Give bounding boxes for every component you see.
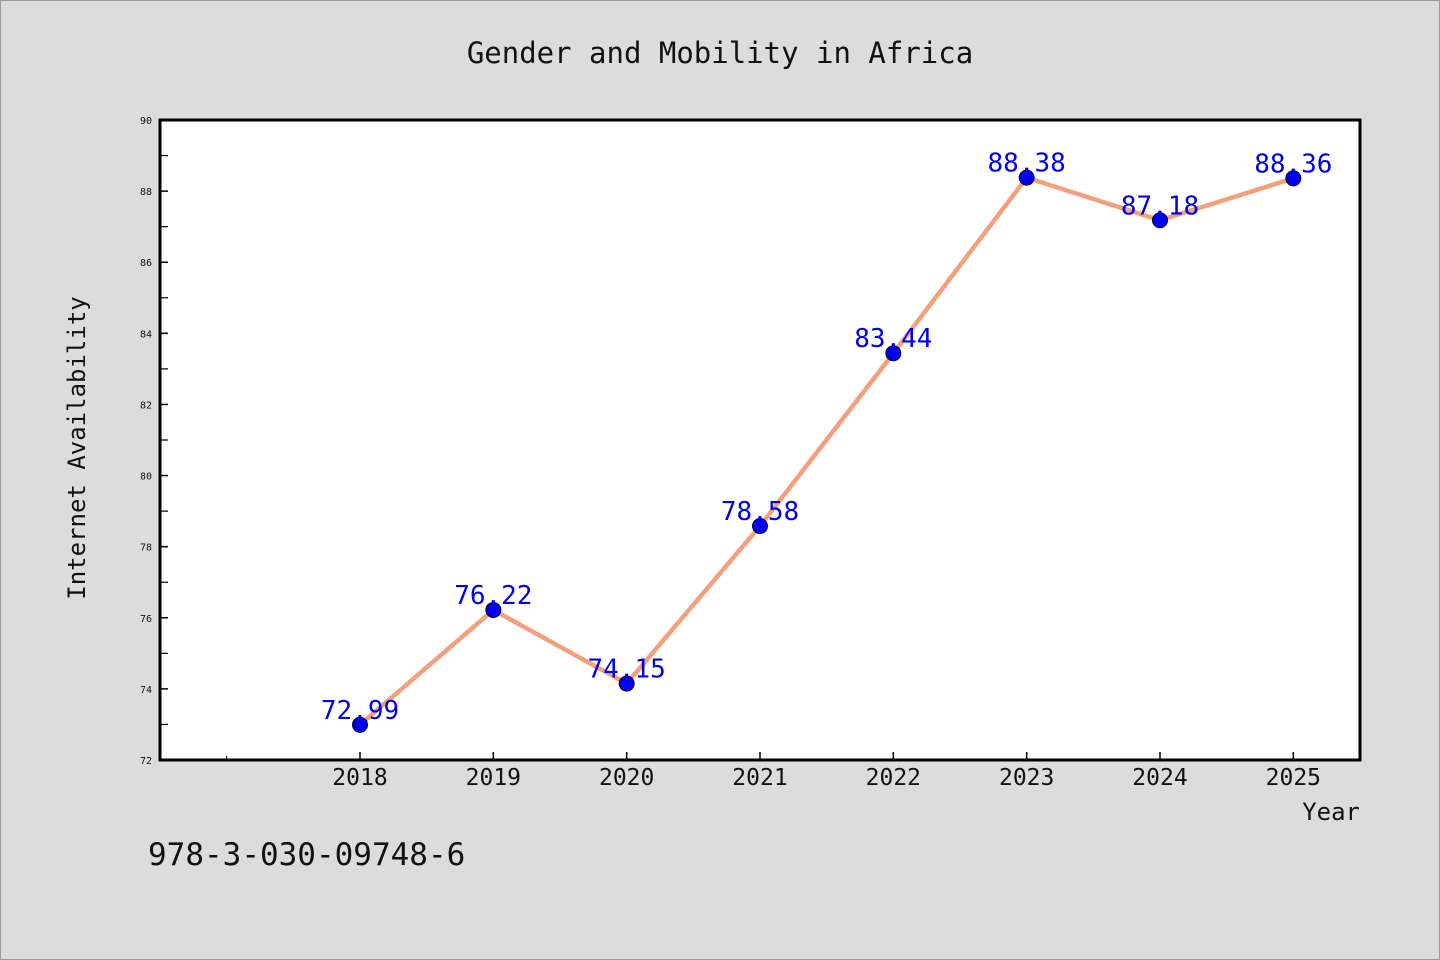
- y-tick-label: 76: [140, 614, 152, 625]
- data-point: [885, 345, 902, 362]
- data-label: 78.58: [721, 497, 799, 527]
- y-tick-label: 80: [140, 472, 152, 483]
- data-label: 74.15: [588, 655, 666, 685]
- data-label: 76.22: [454, 581, 532, 611]
- y-tick-label: 88: [140, 187, 152, 198]
- footer-isbn: 978-3-030-09748-6: [148, 837, 465, 873]
- x-tick-label: 2018: [332, 765, 387, 791]
- y-axis-title: Internet Availability: [63, 296, 91, 599]
- y-tick-label: 82: [140, 400, 152, 411]
- data-point: [752, 518, 768, 535]
- y-axis: 72 74 76 78 80 82 84 86 88 90: [140, 116, 168, 767]
- data-point: [1285, 170, 1302, 187]
- x-tick-label: 2020: [599, 765, 654, 791]
- y-tick-label: 86: [140, 258, 152, 269]
- data-point: [1018, 169, 1035, 186]
- series: 72.99 76.22 74.15 78.58 83.44 88.38 87.18 88.36: [321, 149, 1332, 733]
- x-axis-title: Year: [1302, 798, 1360, 826]
- y-tick-label: 72: [140, 756, 152, 767]
- data-point: [352, 716, 368, 733]
- data-label: 72.99: [321, 696, 399, 726]
- x-tick-label: 2025: [1266, 765, 1321, 791]
- chart-title: Gender and Mobility in Africa: [467, 36, 973, 70]
- data-label: 87.18: [1121, 191, 1199, 221]
- y-tick-label: 74: [140, 685, 152, 696]
- data-label: 88.36: [1254, 149, 1332, 179]
- x-tick-label: 2019: [466, 765, 521, 791]
- data-point: [618, 675, 635, 692]
- data-label: 83.44: [854, 324, 932, 354]
- y-tick-label: 78: [140, 543, 152, 554]
- x-tick-label: 2023: [999, 765, 1054, 791]
- series-line: [357, 175, 1296, 728]
- y-tick-label: 84: [140, 329, 152, 340]
- data-label: 88.38: [988, 149, 1066, 179]
- x-axis: 2018 2019 2020 2021 2022 2023 2024 2025: [226, 752, 1321, 791]
- y-tick-label: 90: [140, 116, 152, 127]
- data-point: [485, 601, 502, 618]
- x-tick-label: 2021: [732, 765, 787, 791]
- data-point: [1152, 212, 1168, 229]
- x-tick-label: 2022: [866, 765, 921, 791]
- x-tick-label: 2024: [1132, 765, 1187, 791]
